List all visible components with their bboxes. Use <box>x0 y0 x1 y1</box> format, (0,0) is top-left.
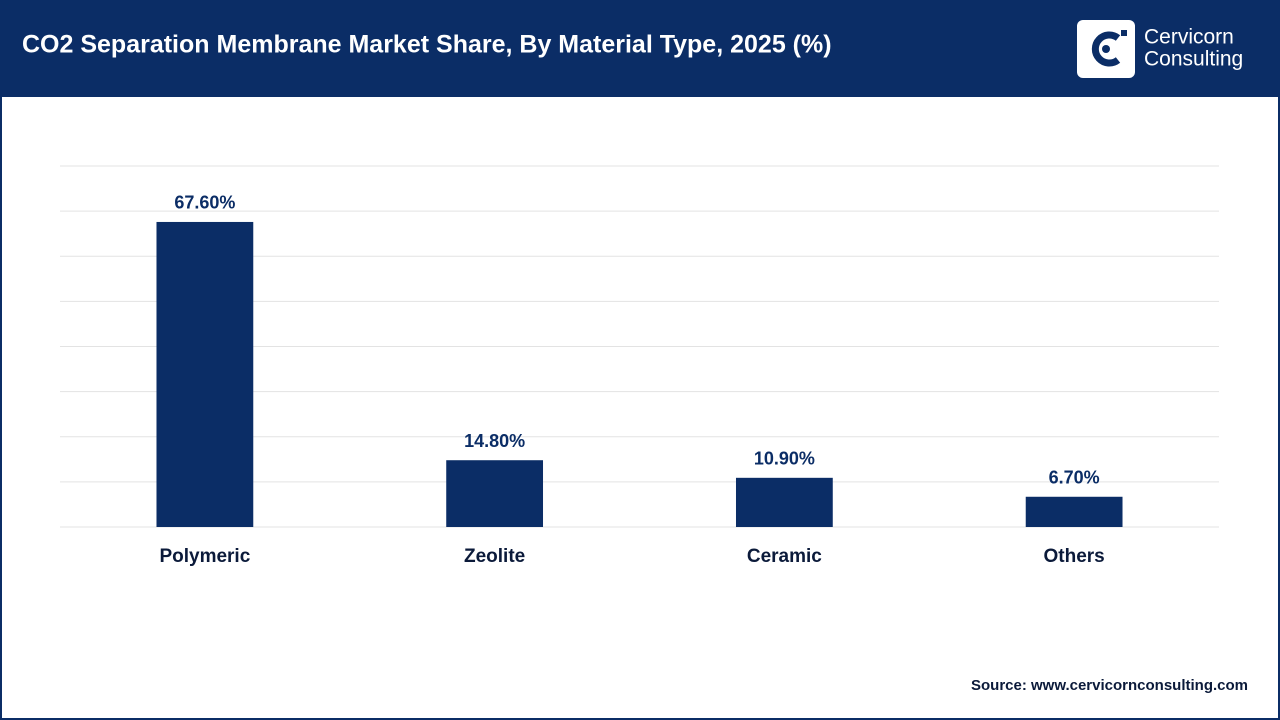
bar <box>735 477 833 527</box>
bar <box>1025 496 1123 527</box>
x-tick-label: Zeolite <box>464 546 525 567</box>
brand-name: Cervicorn <box>1144 26 1234 49</box>
x-tick-label: Polymeric <box>159 546 250 567</box>
x-tick-label: Ceramic <box>747 546 822 567</box>
data-label: 14.80% <box>464 431 525 451</box>
data-label: 67.60% <box>174 193 235 213</box>
data-label: 10.90% <box>754 449 815 469</box>
header <box>0 0 1280 97</box>
logo-square <box>1121 30 1127 36</box>
data-label: 6.70% <box>1049 468 1100 488</box>
brand-name: Consulting <box>1144 48 1243 71</box>
logo-dot <box>1102 45 1110 53</box>
bar <box>446 460 544 527</box>
chart-title: CO2 Separation Membrane Market Share, By… <box>22 31 832 59</box>
x-tick-label: Others <box>1044 546 1105 567</box>
logo-icon <box>1091 31 1121 67</box>
bar <box>156 221 254 527</box>
source: Source: www.cervicornconsulting.com <box>971 677 1248 694</box>
logo: Cervicorn Consulting <box>1077 20 1243 78</box>
